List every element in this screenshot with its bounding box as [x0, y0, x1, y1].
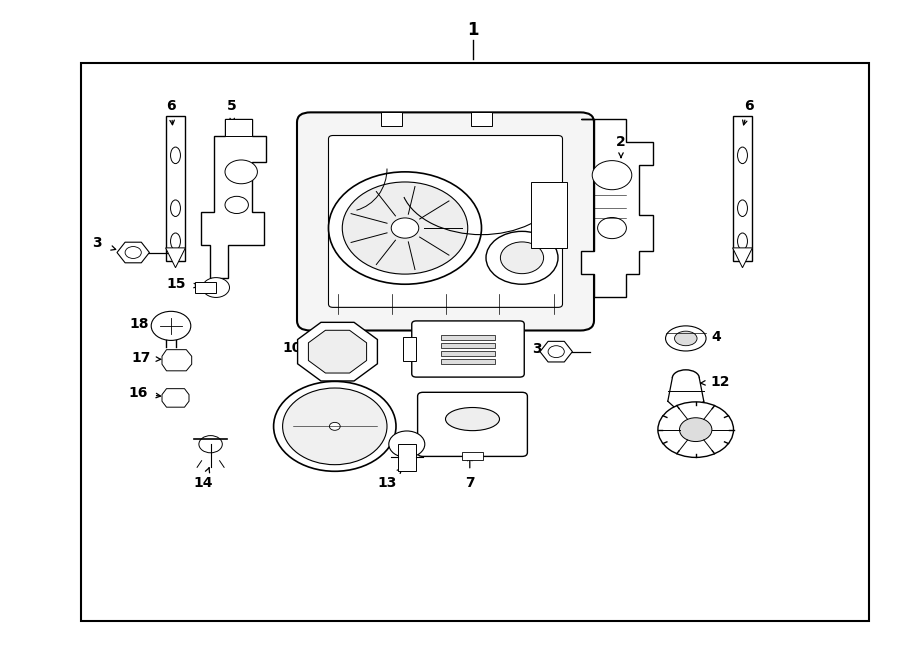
Text: 15: 15 — [166, 277, 186, 292]
FancyBboxPatch shape — [418, 393, 527, 456]
Ellipse shape — [665, 326, 706, 351]
FancyBboxPatch shape — [297, 112, 594, 330]
Circle shape — [274, 381, 396, 471]
Ellipse shape — [171, 233, 180, 249]
Text: 8: 8 — [410, 339, 418, 354]
Circle shape — [389, 431, 425, 457]
Bar — [441, 335, 495, 340]
Polygon shape — [117, 242, 149, 263]
Circle shape — [658, 402, 734, 457]
Circle shape — [329, 422, 340, 430]
Bar — [462, 452, 483, 460]
Polygon shape — [162, 389, 189, 407]
Text: 9: 9 — [279, 417, 288, 432]
Text: 17: 17 — [131, 351, 151, 366]
Circle shape — [392, 218, 418, 238]
Ellipse shape — [737, 233, 747, 249]
Circle shape — [592, 161, 632, 190]
Text: 4: 4 — [712, 330, 721, 344]
Bar — [398, 444, 416, 471]
Text: 12: 12 — [710, 375, 730, 389]
Ellipse shape — [675, 331, 697, 346]
Circle shape — [486, 231, 558, 284]
Text: 1: 1 — [467, 20, 478, 39]
Circle shape — [598, 217, 626, 239]
Text: 3: 3 — [93, 236, 102, 251]
Text: 14: 14 — [194, 475, 213, 490]
Text: 6: 6 — [166, 98, 176, 113]
Bar — [195, 282, 216, 293]
Bar — [441, 359, 495, 364]
Ellipse shape — [737, 147, 747, 163]
Circle shape — [283, 388, 387, 465]
FancyBboxPatch shape — [412, 321, 524, 377]
Polygon shape — [166, 248, 185, 268]
FancyBboxPatch shape — [328, 136, 562, 307]
Bar — [81, 63, 868, 621]
Ellipse shape — [171, 200, 180, 217]
Circle shape — [199, 436, 222, 453]
Bar — [166, 116, 185, 261]
Polygon shape — [298, 323, 377, 381]
Text: 18: 18 — [130, 317, 149, 331]
Text: 6: 6 — [744, 98, 753, 113]
Text: 11: 11 — [710, 421, 730, 436]
Bar — [441, 343, 495, 348]
Circle shape — [225, 196, 248, 214]
Circle shape — [225, 160, 257, 184]
Polygon shape — [162, 350, 192, 371]
Bar — [403, 337, 416, 361]
Text: 10: 10 — [283, 341, 302, 356]
Circle shape — [328, 172, 482, 284]
Bar — [733, 116, 752, 261]
Polygon shape — [309, 330, 366, 373]
Text: 3: 3 — [533, 342, 542, 356]
Ellipse shape — [171, 147, 180, 163]
Circle shape — [342, 182, 468, 274]
Polygon shape — [540, 341, 572, 362]
Circle shape — [151, 311, 191, 340]
Bar — [225, 119, 252, 136]
Text: 2: 2 — [616, 135, 625, 149]
Polygon shape — [201, 119, 266, 278]
Bar — [381, 112, 402, 126]
Ellipse shape — [446, 407, 500, 431]
Bar — [471, 112, 492, 126]
Circle shape — [680, 418, 712, 442]
Bar — [531, 182, 567, 248]
Ellipse shape — [737, 200, 747, 217]
Bar — [441, 351, 495, 356]
Circle shape — [125, 247, 141, 258]
Circle shape — [500, 242, 544, 274]
Polygon shape — [580, 119, 652, 297]
Text: 13: 13 — [377, 475, 397, 490]
Text: 5: 5 — [228, 98, 237, 113]
Polygon shape — [733, 248, 752, 268]
Text: 16: 16 — [128, 386, 148, 401]
Text: 7: 7 — [465, 475, 474, 490]
Circle shape — [548, 346, 564, 358]
Circle shape — [202, 278, 230, 297]
